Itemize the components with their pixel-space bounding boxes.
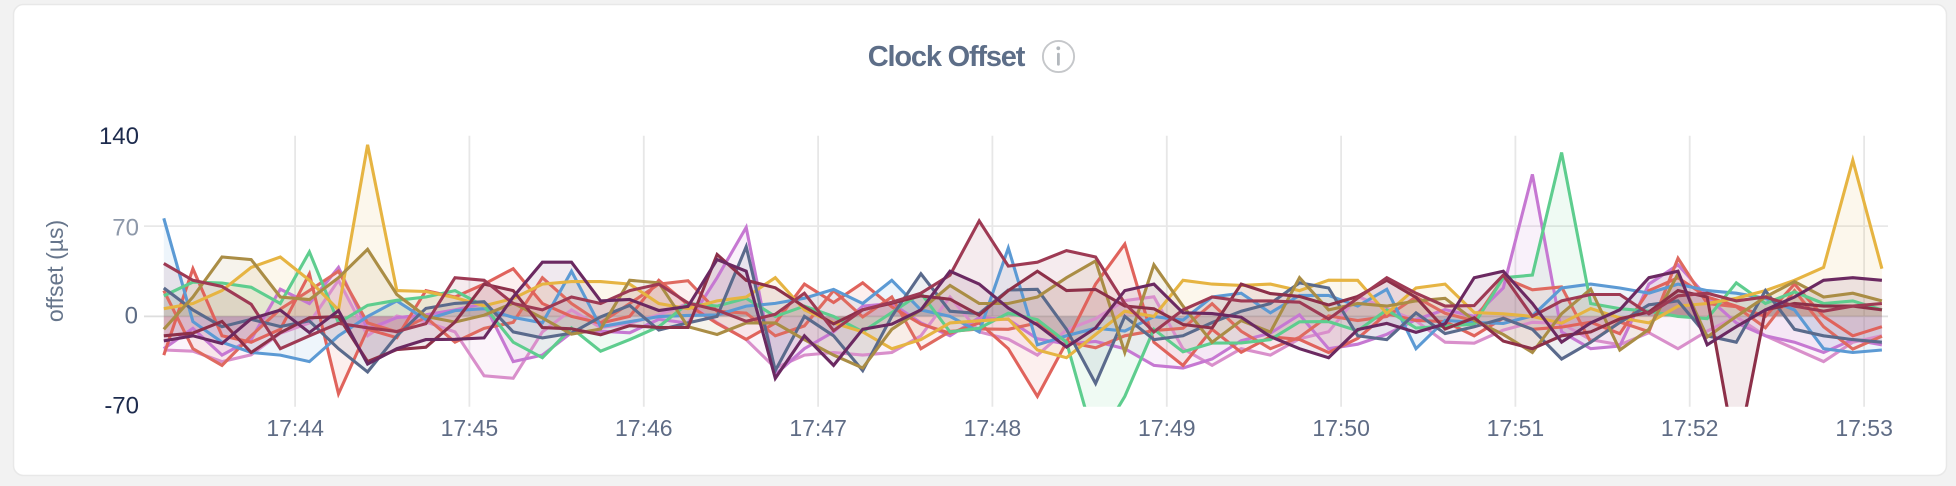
- svg-text:17:48: 17:48: [964, 415, 1022, 441]
- svg-text:17:50: 17:50: [1312, 415, 1370, 441]
- svg-text:17:53: 17:53: [1835, 415, 1893, 441]
- svg-text:17:47: 17:47: [789, 415, 847, 441]
- svg-text:17:45: 17:45: [441, 415, 499, 441]
- svg-text:17:51: 17:51: [1487, 415, 1545, 441]
- svg-text:offset (µs): offset (µs): [42, 220, 68, 322]
- svg-text:17:44: 17:44: [266, 415, 324, 441]
- svg-text:140: 140: [99, 123, 139, 150]
- svg-text:Clock Offset: Clock Offset: [868, 41, 1026, 73]
- svg-text:70: 70: [112, 215, 139, 242]
- svg-text:-70: -70: [104, 392, 139, 419]
- svg-text:17:52: 17:52: [1661, 415, 1719, 441]
- svg-text:0: 0: [125, 302, 138, 329]
- svg-text:17:46: 17:46: [615, 415, 673, 441]
- svg-text:17:49: 17:49: [1138, 415, 1196, 441]
